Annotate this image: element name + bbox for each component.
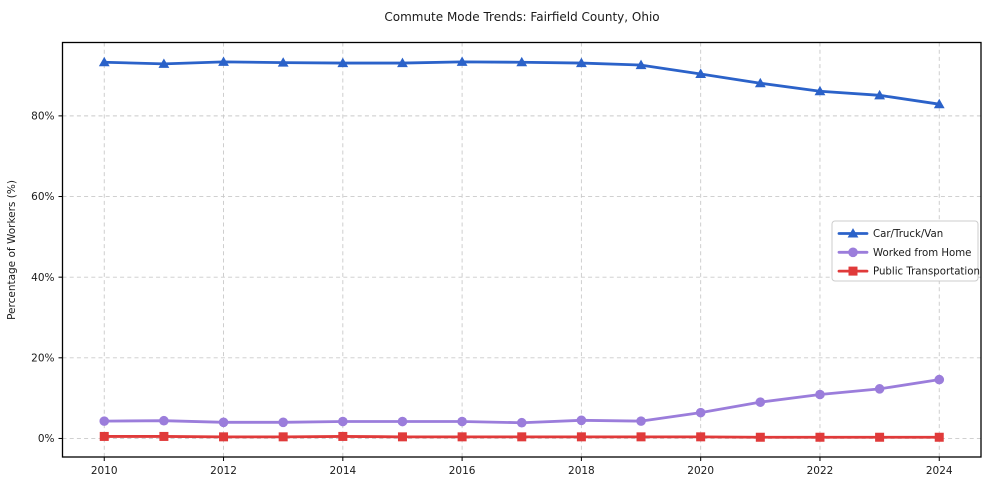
y-tick-label: 40% (31, 272, 54, 284)
triangle-marker (218, 56, 229, 66)
circle-marker (397, 416, 408, 427)
square-marker (815, 432, 825, 442)
circle-marker (636, 416, 646, 426)
y-tick-label: 80% (31, 111, 54, 123)
circle-marker (99, 416, 110, 426)
legend-box (831, 220, 979, 282)
circle-marker (874, 384, 885, 394)
circle-marker (278, 417, 288, 428)
x-tick-label: 2020 (687, 465, 714, 477)
circle-marker (516, 417, 527, 428)
axes-frame-layer (61, 41, 982, 458)
legend-label: Worked from Home (873, 248, 971, 259)
x-tick-label: 2018 (568, 465, 595, 477)
triangle-marker (575, 57, 587, 68)
legend: Car/Truck/Van Worked from Home Public Tran… (831, 220, 980, 282)
triangle-marker (874, 89, 886, 100)
legend-label: Car/Truck/Van (873, 229, 943, 240)
legend-item-car-truck-van: Car/Truck/Van (837, 228, 943, 240)
series-car-truck-van (98, 56, 945, 109)
y-axis-label: Percentage of Workers (%) (6, 180, 18, 320)
circle-marker (159, 415, 169, 426)
circle-marker (695, 407, 706, 418)
triangle-marker (158, 58, 170, 68)
y-tick-label: 20% (31, 352, 54, 364)
y-tick-label: 0% (38, 433, 55, 445)
axes-frame (61, 41, 982, 458)
square-marker (755, 432, 765, 442)
chart-title: Commute Mode Trends: Fairfield County, O… (384, 10, 659, 24)
square-marker (338, 431, 348, 441)
circle-marker (457, 416, 467, 427)
square-marker (219, 432, 229, 442)
triangle-marker (456, 56, 468, 66)
x-tick-label: 2016 (449, 465, 476, 477)
square-marker (159, 431, 169, 441)
legend-circle-marker (848, 247, 858, 258)
triangle-marker (516, 56, 528, 67)
circle-marker (338, 416, 348, 427)
circle-marker (755, 397, 766, 407)
square-marker (636, 432, 646, 442)
legend-triangle-marker (847, 228, 859, 238)
square-marker (457, 432, 467, 442)
series-line-car-truck-van (102, 60, 941, 106)
square-marker (517, 432, 527, 442)
square-marker (397, 432, 407, 442)
x-tick-label: 2024 (926, 465, 953, 477)
triangle-marker (695, 68, 707, 78)
triangle-marker (277, 57, 289, 67)
series-line-worked-from-home (102, 378, 941, 425)
series-public-transportation (99, 431, 944, 442)
square-marker (875, 432, 885, 442)
tick-layer: 2010 2012 2014 2016 2018 2020 2022 2024 0% 20% 40%… (31, 111, 953, 477)
triangle-marker (754, 77, 766, 88)
series-layer (98, 56, 945, 442)
square-marker (278, 432, 288, 442)
series-worked-from-home (99, 374, 945, 428)
square-marker (576, 432, 586, 442)
legend-label: Public Transportation (873, 267, 980, 278)
legend-item-worked-from-home: Worked from Home (837, 247, 971, 259)
triangle-marker (337, 57, 349, 68)
circle-marker (815, 389, 825, 400)
triangle-marker (98, 56, 110, 67)
x-tick-label: 2014 (329, 465, 356, 477)
x-tick-label: 2022 (807, 465, 834, 477)
circle-marker (576, 415, 587, 426)
circle-marker (218, 417, 229, 428)
square-marker (934, 432, 944, 442)
legend-square-marker (848, 266, 858, 276)
x-tick-label: 2010 (91, 465, 118, 477)
triangle-marker (933, 98, 945, 109)
square-marker (696, 432, 706, 442)
x-tick-label: 2012 (210, 465, 237, 477)
y-tick-label: 60% (31, 191, 54, 203)
triangle-marker (635, 59, 647, 70)
square-marker (99, 431, 109, 441)
triangle-marker (397, 57, 408, 68)
legend-item-public-transportation: Public Transportation (837, 266, 980, 278)
circle-marker (934, 374, 945, 385)
triangle-marker (814, 85, 826, 96)
